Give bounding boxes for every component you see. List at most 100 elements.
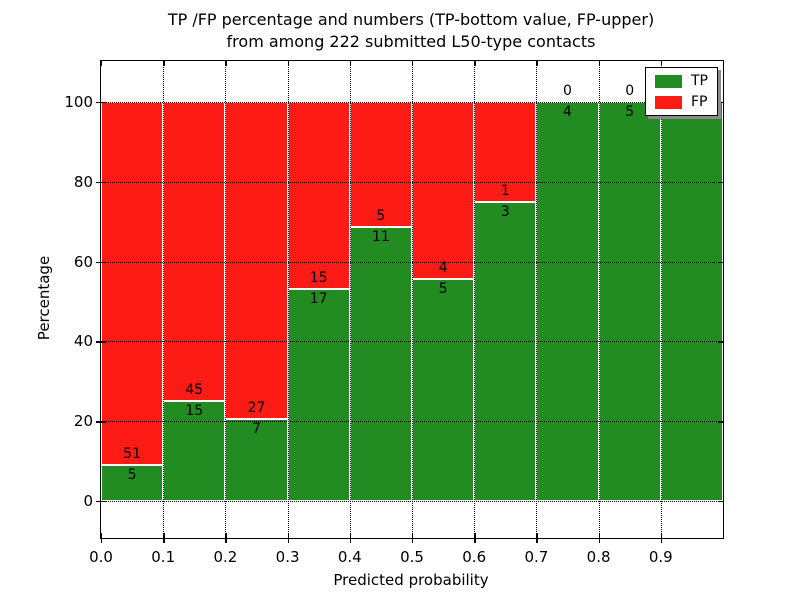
y-tick-in-60 <box>101 261 106 263</box>
fp-count-label-6: 1 <box>500 182 510 199</box>
y-tick-in-right-0 <box>718 501 723 503</box>
plot-area: 5154515277151751145130405020204060801000… <box>64 60 724 566</box>
y-tick-in-100 <box>101 102 106 104</box>
x-tick-in-0.1 <box>163 533 165 538</box>
y-tick-label-20: 20 <box>73 412 93 431</box>
y-tick-in-20 <box>101 421 106 423</box>
y-tick-label-100: 100 <box>64 93 93 111</box>
x-tick-in-0.6 <box>474 533 476 538</box>
y-tick-in-right-20 <box>718 421 723 423</box>
chart-title-line1: TP /FP percentage and numbers (TP-bottom… <box>167 10 655 29</box>
x-tick-in-top-0.4 <box>349 61 352 66</box>
x-tick-label-0.6: 0.6 <box>462 548 487 566</box>
tp-count-label-6: 3 <box>500 203 510 220</box>
x-tick-out-0.0 <box>101 538 103 543</box>
x-tick-in-0.4 <box>349 533 352 538</box>
gridline-x-0.4 <box>349 61 351 538</box>
bar-segment-fp-2 <box>225 102 288 419</box>
y-tick-in-40 <box>101 341 106 343</box>
y-tick-label-0: 0 <box>83 492 93 510</box>
x-tick-in-top-0.2 <box>225 61 227 66</box>
bar-segment-fp-3 <box>287 102 350 290</box>
y-tick-in-right-80 <box>718 181 723 184</box>
y-axis-label: Percentage <box>35 255 53 341</box>
legend: TP FP <box>645 67 718 116</box>
fp-count-label-1: 45 <box>185 382 204 399</box>
x-tick-out-0.1 <box>163 538 165 543</box>
legend-swatch-tp <box>655 74 682 88</box>
x-tick-label-0.8: 0.8 <box>586 548 611 566</box>
gridline-x-0.8 <box>598 61 600 538</box>
gridline-x-0.9 <box>660 61 662 538</box>
x-tick-in-0.2 <box>225 533 227 538</box>
fp-count-label-2: 27 <box>247 399 266 416</box>
bar-segment-tp-6 <box>474 201 537 501</box>
legend-label-fp: FP <box>691 94 708 110</box>
x-tick-in-0.7 <box>536 533 538 538</box>
x-tick-label-0.5: 0.5 <box>400 548 424 566</box>
y-tick-in-right-60 <box>718 261 723 263</box>
x-tick-out-0.6 <box>474 538 476 543</box>
tp-count-label-1: 15 <box>185 403 204 420</box>
legend-swatch-fp <box>655 95 682 109</box>
x-tick-label-0.7: 0.7 <box>524 548 549 566</box>
tp-count-label-3: 17 <box>309 291 328 308</box>
gridline-x-0.5 <box>412 61 413 538</box>
bar-segment-fp-5 <box>412 102 475 280</box>
bar-segment-tp-0 <box>101 465 164 501</box>
x-tick-out-0.2 <box>225 538 227 543</box>
tp-count-label-4: 11 <box>371 228 390 245</box>
y-tick-label-40: 40 <box>73 332 93 351</box>
tp-count-label-8: 5 <box>625 104 635 120</box>
gridline-x-0.7 <box>536 61 538 538</box>
tp-count-label-7: 4 <box>563 104 572 120</box>
y-tick-in-right-100 <box>718 102 723 104</box>
x-tick-in-0.5 <box>412 533 414 538</box>
bar-segment-tp-3 <box>287 289 350 501</box>
x-tick-in-top-0.6 <box>474 61 476 66</box>
fp-count-label-4: 5 <box>376 207 386 224</box>
legend-entry-fp: FP <box>655 95 708 109</box>
x-tick-out-0.7 <box>536 538 538 543</box>
x-tick-label-0.9: 0.9 <box>648 548 673 566</box>
y-tick-out-20 <box>96 421 101 423</box>
y-tick-out-0 <box>96 501 101 503</box>
legend-entry-tp: TP <box>655 74 708 88</box>
fp-count-label-3: 15 <box>309 270 328 287</box>
bar-segment-tp-1 <box>163 401 226 501</box>
x-axis-label: Predicted probability <box>333 571 489 589</box>
y-tick-in-right-40 <box>718 341 723 343</box>
chart-title: TP /FP percentage and numbers (TP-bottom… <box>100 9 722 53</box>
x-tick-out-0.8 <box>598 538 600 543</box>
x-tick-label-0.2: 0.2 <box>213 548 238 566</box>
y-tick-label-80: 80 <box>73 172 93 191</box>
fp-count-label-5: 4 <box>438 260 448 277</box>
x-tick-in-top-0.3 <box>287 61 289 66</box>
x-tick-in-top-0.0 <box>101 61 103 66</box>
bar-segment-tp-8 <box>598 102 661 501</box>
x-tick-in-top-0.7 <box>536 61 538 66</box>
bar-segment-fp-1 <box>163 102 226 402</box>
y-tick-out-40 <box>96 341 101 343</box>
gridline-x-0.3 <box>287 61 289 538</box>
x-tick-out-0.4 <box>349 538 352 543</box>
bar-segment-tp-9 <box>660 102 723 501</box>
bar-segment-tp-5 <box>412 279 475 501</box>
x-tick-in-top-0.5 <box>412 61 414 66</box>
x-tick-out-0.9 <box>660 538 663 543</box>
chart-title-line2: from among 222 submitted L50-type contac… <box>226 32 596 51</box>
bar-segment-fp-0 <box>101 102 164 466</box>
tp-count-label-0: 5 <box>127 467 137 484</box>
x-tick-in-0.3 <box>287 533 289 538</box>
gridline-x-0.1 <box>163 61 165 538</box>
x-tick-label-0.3: 0.3 <box>275 548 300 566</box>
gridline-x-0.2 <box>225 61 227 538</box>
x-tick-out-0.5 <box>412 538 414 543</box>
bar-segment-tp-4 <box>349 226 412 501</box>
x-tick-out-0.3 <box>287 538 289 543</box>
tp-count-label-2: 7 <box>252 420 261 437</box>
x-tick-in-top-0.9 <box>660 61 663 66</box>
x-tick-in-0.0 <box>101 533 103 538</box>
x-tick-in-top-0.8 <box>598 61 600 66</box>
